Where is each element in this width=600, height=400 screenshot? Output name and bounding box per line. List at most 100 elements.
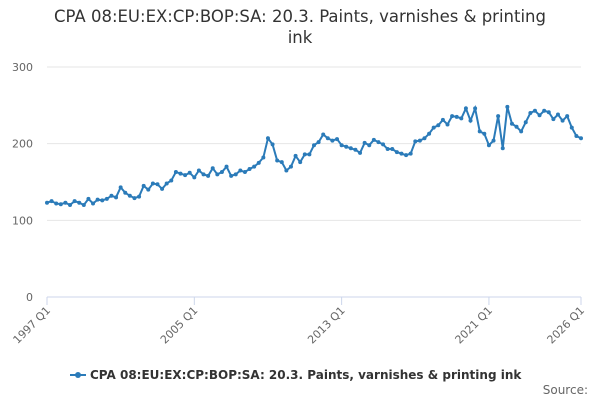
data-point bbox=[500, 146, 505, 151]
data-point bbox=[307, 152, 312, 157]
data-point bbox=[183, 173, 188, 178]
data-point bbox=[528, 111, 533, 115]
data-point bbox=[358, 150, 363, 155]
data-point bbox=[86, 196, 91, 201]
data-point bbox=[555, 112, 560, 117]
data-point bbox=[68, 203, 73, 207]
data-point bbox=[160, 186, 165, 191]
data-point bbox=[229, 173, 234, 178]
data-point bbox=[394, 150, 399, 155]
data-point bbox=[141, 183, 146, 188]
data-point bbox=[77, 200, 82, 205]
data-point bbox=[367, 143, 372, 148]
series-line bbox=[46, 104, 582, 207]
data-point bbox=[252, 164, 257, 169]
data-point bbox=[468, 118, 473, 123]
data-point bbox=[100, 198, 105, 203]
data-point bbox=[514, 124, 519, 129]
data-point bbox=[381, 142, 386, 147]
data-point bbox=[569, 125, 574, 130]
data-point bbox=[275, 158, 280, 163]
data-point bbox=[486, 143, 491, 148]
data-point bbox=[417, 138, 422, 143]
data-point bbox=[362, 140, 367, 145]
data-point bbox=[265, 136, 270, 141]
data-point bbox=[215, 172, 220, 177]
data-point bbox=[238, 168, 243, 173]
data-point bbox=[95, 197, 100, 202]
data-point bbox=[233, 172, 238, 177]
data-point bbox=[344, 144, 349, 149]
data-point bbox=[431, 125, 436, 130]
data-point bbox=[81, 203, 86, 207]
data-point bbox=[454, 114, 459, 119]
data-point bbox=[482, 131, 487, 136]
data-point bbox=[91, 201, 96, 206]
data-point bbox=[219, 170, 224, 175]
data-point bbox=[201, 172, 206, 177]
data-point bbox=[436, 123, 441, 128]
data-point bbox=[459, 116, 464, 121]
chart-title: CPA 08:EU:EX:CP:BOP:SA: 20.3. Paints, va… bbox=[54, 7, 546, 47]
legend-marker bbox=[75, 372, 81, 378]
data-point bbox=[63, 200, 68, 205]
data-point bbox=[298, 160, 303, 165]
data-point bbox=[353, 147, 358, 152]
data-point bbox=[532, 108, 537, 113]
data-point bbox=[169, 178, 174, 183]
data-point bbox=[390, 147, 395, 152]
data-point bbox=[399, 151, 404, 156]
data-point bbox=[560, 118, 565, 123]
data-point bbox=[137, 194, 142, 199]
data-point bbox=[385, 147, 390, 152]
data-point bbox=[132, 196, 137, 201]
data-point bbox=[445, 122, 450, 127]
data-point bbox=[302, 152, 307, 157]
data-point bbox=[546, 110, 551, 115]
data-point bbox=[565, 114, 570, 119]
data-point bbox=[321, 132, 326, 137]
data-point bbox=[261, 155, 266, 160]
legend-item: CPA 08:EU:EX:CP:BOP:SA: 20.3. Paints, va… bbox=[70, 368, 522, 382]
data-point bbox=[408, 151, 413, 156]
data-point bbox=[422, 136, 427, 141]
data-point bbox=[224, 164, 229, 169]
data-point bbox=[54, 201, 59, 206]
y-tick-label: 300 bbox=[12, 61, 33, 74]
data-point bbox=[473, 106, 478, 111]
y-tick-label: 100 bbox=[12, 214, 33, 227]
data-point bbox=[348, 146, 353, 151]
data-point bbox=[192, 175, 197, 180]
data-point bbox=[173, 170, 178, 175]
data-point bbox=[187, 170, 192, 175]
data-point bbox=[279, 160, 284, 165]
data-point bbox=[196, 168, 201, 173]
data-point bbox=[537, 113, 542, 118]
data-point bbox=[463, 106, 468, 111]
data-point bbox=[450, 114, 455, 119]
data-point bbox=[325, 136, 330, 141]
data-point bbox=[49, 199, 54, 204]
data-point bbox=[284, 168, 289, 173]
data-point bbox=[574, 134, 579, 138]
data-point bbox=[371, 137, 376, 142]
data-point bbox=[155, 182, 160, 187]
x-tick-label: 2021 Q1 bbox=[453, 304, 496, 347]
data-point bbox=[440, 117, 445, 122]
data-point bbox=[293, 153, 298, 158]
data-point bbox=[114, 195, 119, 200]
data-point bbox=[178, 171, 183, 176]
data-point bbox=[579, 136, 583, 141]
data-point bbox=[339, 143, 344, 148]
data-point bbox=[330, 138, 335, 143]
data-point bbox=[118, 185, 123, 190]
data-point bbox=[312, 143, 316, 148]
data-point bbox=[427, 131, 432, 136]
data-point bbox=[72, 199, 77, 204]
y-tick-label: 0 bbox=[26, 291, 33, 304]
data-point bbox=[123, 190, 128, 195]
data-point bbox=[58, 202, 63, 207]
data-point bbox=[523, 120, 528, 125]
